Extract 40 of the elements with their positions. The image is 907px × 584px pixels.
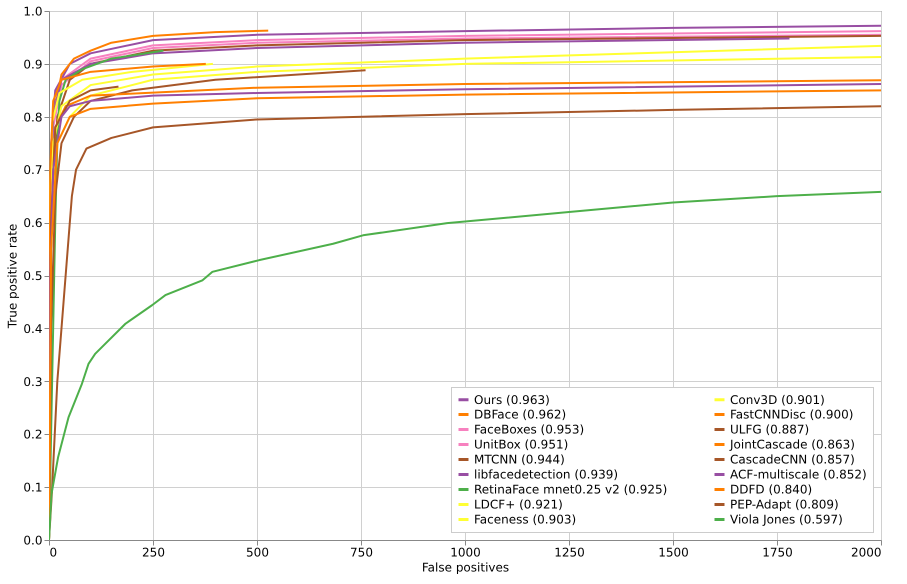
- legend-label: Conv3D (0.901): [730, 392, 825, 407]
- legend-label: ACF-multiscale (0.852): [730, 468, 867, 482]
- legend-label: FastCNNDisc (0.900): [730, 408, 854, 422]
- y-tick-label: 0.0: [23, 534, 42, 548]
- y-tick-label: 0.3: [23, 374, 42, 389]
- legend-label: Faceness (0.903): [474, 512, 576, 526]
- x-axis-title: False positives: [422, 560, 510, 574]
- x-tick-label: 0: [50, 546, 58, 560]
- y-tick-label: 0.8: [23, 110, 42, 124]
- y-tick-label: 0.2: [23, 428, 42, 442]
- y-tick-label: 1.0: [23, 4, 42, 18]
- x-tick-label: 1000: [450, 546, 481, 560]
- legend-label: DDFD (0.840): [730, 482, 812, 496]
- legend-label: LDCF+ (0.921): [474, 498, 563, 512]
- legend-label: Viola Jones (0.597): [730, 512, 843, 526]
- y-tick-label: 0.7: [23, 163, 42, 178]
- legend-label: PEP-Adapt (0.809): [730, 498, 839, 512]
- x-tick-label: 2000: [850, 546, 882, 560]
- y-tick-label: 0.4: [23, 322, 42, 336]
- x-tick-label: 1250: [554, 546, 585, 560]
- y-tick-label: 0.6: [23, 216, 42, 230]
- x-tick-label: 500: [246, 546, 269, 560]
- y-tick-label: 0.5: [23, 269, 42, 283]
- y-axis-title: True positive rate: [5, 224, 20, 330]
- x-tick-label: 750: [350, 546, 373, 560]
- legend-label: UnitBox (0.951): [474, 438, 568, 452]
- legend-label: FaceBoxes (0.953): [474, 422, 584, 436]
- legend-label: libfacedetection (0.939): [474, 468, 618, 482]
- legend-label: RetinaFace mnet0.25 v2 (0.925): [474, 482, 668, 496]
- legend-label: CascadeCNN (0.857): [730, 452, 855, 466]
- legend-label: JointCascade (0.863): [729, 438, 855, 452]
- y-tick-label: 0.1: [23, 480, 42, 495]
- legend-label: DBFace (0.962): [474, 408, 566, 422]
- legend-label: Ours (0.963): [474, 392, 550, 407]
- legend-label: MTCNN (0.944): [474, 452, 565, 466]
- y-tick-label: 0.9: [23, 57, 42, 72]
- x-tick-label: 1750: [762, 546, 793, 560]
- legend-label: ULFG (0.887): [730, 422, 810, 436]
- x-tick-label: 250: [142, 546, 165, 560]
- x-tick-label: 1500: [658, 546, 689, 560]
